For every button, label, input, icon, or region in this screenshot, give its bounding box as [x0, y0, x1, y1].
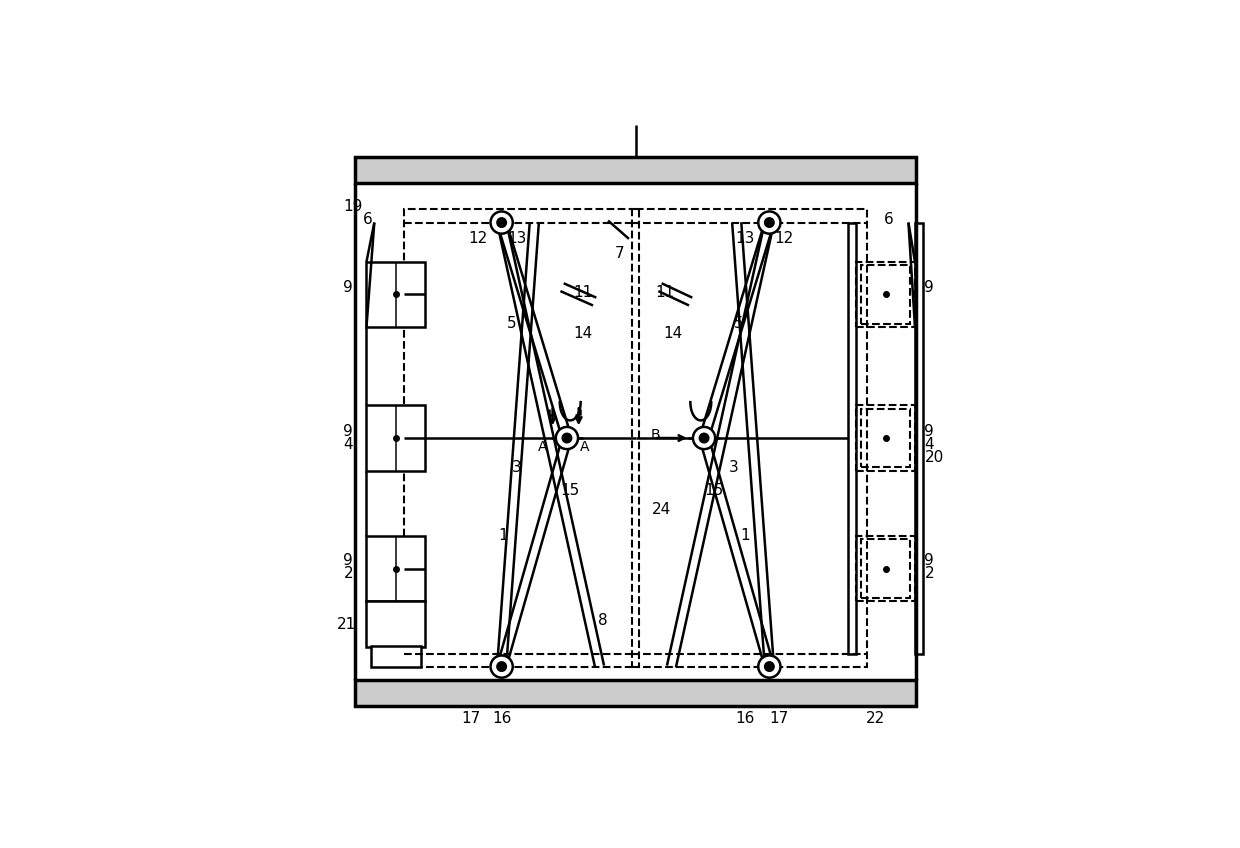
- Text: 2: 2: [925, 566, 934, 581]
- Circle shape: [563, 434, 572, 443]
- Text: 4: 4: [925, 437, 934, 452]
- Text: 6: 6: [363, 212, 373, 226]
- Circle shape: [497, 218, 506, 226]
- Circle shape: [699, 434, 708, 443]
- Text: 12: 12: [467, 232, 487, 247]
- Text: 20: 20: [925, 450, 944, 465]
- Text: 15: 15: [560, 483, 580, 498]
- Circle shape: [758, 656, 780, 678]
- Circle shape: [491, 211, 513, 234]
- Text: 9: 9: [925, 281, 934, 295]
- Text: 22: 22: [867, 711, 885, 726]
- Circle shape: [765, 218, 774, 226]
- Text: 21: 21: [337, 616, 357, 632]
- Text: 14: 14: [574, 326, 593, 341]
- Text: 9: 9: [343, 553, 353, 567]
- Text: 11: 11: [574, 285, 593, 300]
- Polygon shape: [367, 536, 425, 601]
- Text: 17: 17: [770, 711, 789, 726]
- Text: 13: 13: [735, 232, 755, 247]
- Circle shape: [556, 427, 578, 449]
- Text: 19: 19: [343, 198, 363, 214]
- Circle shape: [497, 662, 506, 671]
- Text: 14: 14: [663, 326, 683, 341]
- Polygon shape: [371, 645, 422, 667]
- Text: 3: 3: [729, 460, 738, 475]
- Polygon shape: [355, 157, 916, 183]
- Text: 9: 9: [343, 281, 353, 295]
- Text: 9: 9: [343, 424, 353, 439]
- Circle shape: [758, 211, 780, 234]
- Text: 1: 1: [740, 528, 750, 544]
- Circle shape: [491, 656, 513, 678]
- Polygon shape: [367, 262, 425, 327]
- Text: 5: 5: [734, 316, 744, 332]
- Text: A: A: [538, 439, 548, 454]
- Polygon shape: [848, 222, 856, 654]
- Text: 6: 6: [884, 212, 894, 226]
- Text: 11: 11: [655, 285, 675, 300]
- Text: 12: 12: [775, 232, 794, 247]
- Text: 16: 16: [735, 711, 755, 726]
- Text: 9: 9: [925, 553, 934, 567]
- Polygon shape: [355, 679, 916, 706]
- Polygon shape: [367, 405, 425, 471]
- Polygon shape: [915, 222, 923, 654]
- Polygon shape: [367, 601, 425, 647]
- Text: 24: 24: [652, 502, 671, 517]
- Text: 2: 2: [343, 566, 353, 581]
- Text: 7: 7: [614, 246, 624, 260]
- Text: 3: 3: [512, 460, 522, 475]
- Circle shape: [693, 427, 715, 449]
- Text: 1: 1: [498, 528, 508, 544]
- Text: 13: 13: [507, 232, 526, 247]
- Text: B: B: [650, 427, 660, 442]
- Text: 17: 17: [461, 711, 481, 726]
- Text: A: A: [580, 439, 589, 454]
- Text: 5: 5: [507, 316, 516, 332]
- Text: 15: 15: [704, 483, 723, 498]
- Text: 9: 9: [925, 424, 934, 439]
- Text: 8: 8: [598, 613, 608, 628]
- Circle shape: [765, 662, 774, 671]
- Text: 4: 4: [343, 437, 353, 452]
- Text: 16: 16: [492, 711, 511, 726]
